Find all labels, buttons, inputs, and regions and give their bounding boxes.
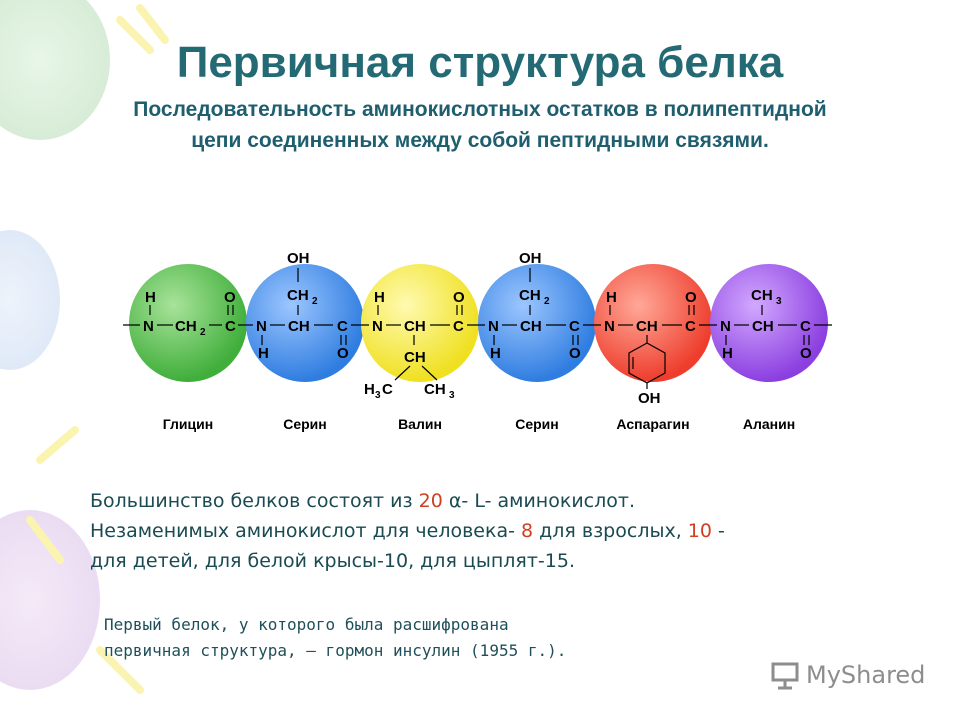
- logo-text: MyShared: [806, 661, 926, 689]
- svg-text:CH: CH: [404, 349, 426, 366]
- svg-text:CH: CH: [520, 318, 542, 335]
- count-8: 8: [521, 520, 534, 542]
- svg-text:H: H: [374, 289, 385, 306]
- svg-text:H: H: [145, 289, 156, 306]
- svg-text:O: O: [337, 345, 349, 362]
- residue-label: Глицин: [163, 416, 213, 432]
- svg-text:H: H: [490, 345, 501, 362]
- svg-text:H: H: [258, 345, 269, 362]
- svg-text:CH: CH: [288, 318, 310, 335]
- svg-text:O: O: [800, 345, 812, 362]
- svg-text:CH: CH: [424, 381, 446, 398]
- balloon-decoration: [0, 0, 110, 140]
- page-subtitle: Последовательность аминокислотных остатк…: [133, 98, 827, 152]
- svg-text:O: O: [224, 289, 236, 306]
- residue-label: Серин: [283, 416, 327, 432]
- residue-label: Аланин: [743, 416, 795, 432]
- residue-sphere-valine: [361, 264, 479, 382]
- svg-text:CH: CH: [175, 318, 197, 335]
- residue-sphere-glycine: [129, 264, 247, 382]
- residue-label: Валин: [398, 416, 442, 432]
- svg-text:3: 3: [776, 296, 782, 307]
- svg-text:O: O: [685, 289, 697, 306]
- svg-text:OH: OH: [287, 250, 310, 267]
- svg-text:3: 3: [449, 390, 455, 401]
- svg-text:C: C: [453, 318, 464, 335]
- svg-text:H: H: [722, 345, 733, 362]
- svg-text:C: C: [225, 318, 236, 335]
- balloon-decoration: [0, 230, 60, 370]
- svg-text:CH: CH: [752, 318, 774, 335]
- svg-text:C: C: [382, 381, 393, 398]
- insulin-note-paragraph: Первый белок, у которого была расшифрова…: [104, 615, 567, 660]
- site-logo: MyShared: [770, 658, 930, 692]
- residue-sphere-alanine: [710, 264, 828, 382]
- svg-text:C: C: [800, 318, 811, 335]
- svg-text:C: C: [337, 318, 348, 335]
- svg-text:OH: OH: [638, 390, 661, 407]
- svg-text:2: 2: [312, 296, 318, 307]
- svg-text:N: N: [604, 318, 615, 335]
- svg-text:O: O: [569, 345, 581, 362]
- svg-text:CH: CH: [404, 318, 426, 335]
- svg-text:3: 3: [375, 390, 381, 401]
- svg-text:H: H: [606, 289, 617, 306]
- svg-text:2: 2: [200, 327, 206, 338]
- page-title: Первичная структура белка: [176, 38, 784, 87]
- svg-text:CH: CH: [751, 287, 773, 304]
- count-10: 10: [687, 520, 712, 542]
- svg-text:C: C: [685, 318, 696, 335]
- residue-sphere-serine-1: [246, 264, 364, 382]
- svg-text:CH: CH: [636, 318, 658, 335]
- svg-text:N: N: [256, 318, 267, 335]
- svg-text:OH: OH: [519, 250, 542, 267]
- svg-text:C: C: [569, 318, 580, 335]
- count-20: 20: [418, 490, 443, 512]
- residue-label: Аспарагин: [616, 416, 689, 432]
- backbone-chain: N CH 2 C H O N CH C H O CH 2 OH N CH C H O…: [123, 250, 832, 407]
- svg-text:N: N: [372, 318, 383, 335]
- residue-sphere-asparagine: [594, 264, 712, 382]
- presentation-icon: [771, 662, 799, 690]
- svg-text:CH: CH: [519, 287, 541, 304]
- svg-text:2: 2: [544, 296, 550, 307]
- balloon-decoration: [0, 510, 100, 690]
- svg-text:N: N: [488, 318, 499, 335]
- svg-text:CH: CH: [287, 287, 309, 304]
- svg-text:O: O: [453, 289, 465, 306]
- residue-sphere-serine-2: [478, 264, 596, 382]
- svg-text:N: N: [143, 318, 154, 335]
- residue-label: Серин: [515, 416, 559, 432]
- svg-text:H: H: [364, 381, 375, 398]
- confetti-decoration: [26, 4, 169, 694]
- facts-line-3: для детей, для белой крысы-10, для цыпля…: [90, 550, 575, 572]
- facts-line-2: Незаменимых аминокислот для человека- 8 …: [90, 520, 725, 542]
- facts-line-1: Большинство белков состоят из 20 α- L- а…: [90, 490, 635, 512]
- svg-text:N: N: [720, 318, 731, 335]
- amino-acid-facts-paragraph: Большинство белков состоят из 20 α- L- а…: [90, 486, 890, 576]
